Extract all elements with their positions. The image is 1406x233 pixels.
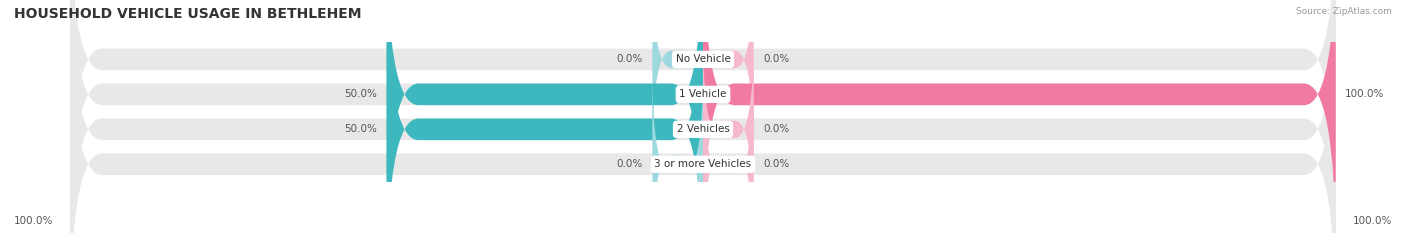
Text: 100.0%: 100.0%	[14, 216, 53, 226]
Text: 100.0%: 100.0%	[1346, 89, 1385, 99]
FancyBboxPatch shape	[70, 0, 1336, 233]
FancyBboxPatch shape	[703, 0, 754, 156]
Text: 0.0%: 0.0%	[763, 55, 789, 64]
FancyBboxPatch shape	[70, 0, 1336, 233]
Text: 2 Vehicles: 2 Vehicles	[676, 124, 730, 134]
FancyBboxPatch shape	[703, 0, 1336, 233]
Text: 0.0%: 0.0%	[763, 159, 789, 169]
FancyBboxPatch shape	[703, 33, 754, 226]
FancyBboxPatch shape	[387, 0, 703, 233]
Text: 50.0%: 50.0%	[344, 89, 377, 99]
Text: Source: ZipAtlas.com: Source: ZipAtlas.com	[1296, 7, 1392, 16]
Text: 50.0%: 50.0%	[344, 124, 377, 134]
FancyBboxPatch shape	[652, 0, 703, 156]
Text: 0.0%: 0.0%	[763, 124, 789, 134]
Text: No Vehicle: No Vehicle	[675, 55, 731, 64]
Text: 0.0%: 0.0%	[617, 159, 643, 169]
FancyBboxPatch shape	[652, 68, 703, 233]
Text: HOUSEHOLD VEHICLE USAGE IN BETHLEHEM: HOUSEHOLD VEHICLE USAGE IN BETHLEHEM	[14, 7, 361, 21]
FancyBboxPatch shape	[703, 68, 754, 233]
FancyBboxPatch shape	[70, 0, 1336, 233]
FancyBboxPatch shape	[70, 0, 1336, 223]
Text: 1 Vehicle: 1 Vehicle	[679, 89, 727, 99]
Text: 0.0%: 0.0%	[617, 55, 643, 64]
Text: 3 or more Vehicles: 3 or more Vehicles	[654, 159, 752, 169]
FancyBboxPatch shape	[387, 0, 703, 233]
Text: 100.0%: 100.0%	[1353, 216, 1392, 226]
